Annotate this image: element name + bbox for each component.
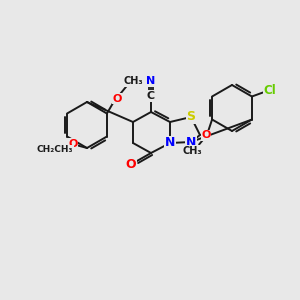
Text: N: N bbox=[186, 136, 196, 148]
Text: O: O bbox=[201, 130, 211, 140]
Text: Cl: Cl bbox=[263, 84, 276, 97]
Text: CH₃: CH₃ bbox=[123, 76, 143, 86]
Text: N: N bbox=[165, 136, 175, 149]
Text: C: C bbox=[147, 91, 155, 101]
Text: S: S bbox=[187, 110, 196, 124]
Text: N: N bbox=[146, 76, 156, 86]
Text: O: O bbox=[126, 158, 136, 170]
Text: CH₃: CH₃ bbox=[182, 146, 202, 155]
Text: O: O bbox=[112, 94, 122, 103]
Text: O: O bbox=[68, 139, 78, 149]
Text: CH₂CH₃: CH₂CH₃ bbox=[37, 146, 73, 154]
